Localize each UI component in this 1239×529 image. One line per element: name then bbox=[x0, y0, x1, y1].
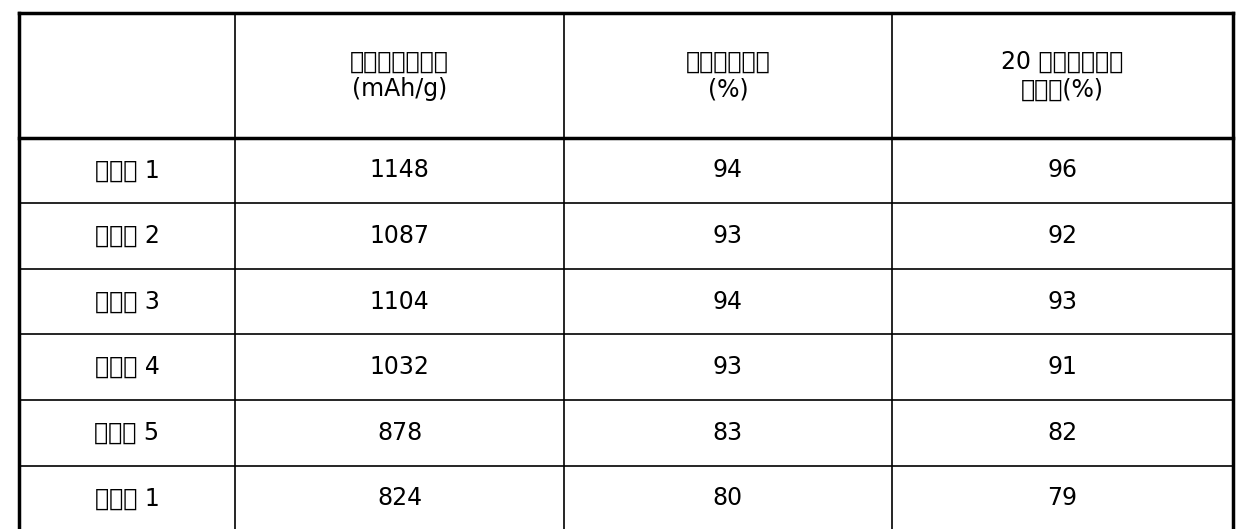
Text: 20 次循环后容量
保持率(%): 20 次循环后容量 保持率(%) bbox=[1001, 50, 1124, 101]
Text: 实施例 5: 实施例 5 bbox=[94, 421, 160, 445]
Text: 93: 93 bbox=[712, 355, 743, 379]
Text: 1104: 1104 bbox=[369, 289, 430, 314]
Text: 94: 94 bbox=[712, 158, 743, 183]
Text: 82: 82 bbox=[1047, 421, 1078, 445]
Text: 93: 93 bbox=[1047, 289, 1078, 314]
Text: 首次库伦效率
(%): 首次库伦效率 (%) bbox=[685, 50, 771, 101]
Text: 94: 94 bbox=[712, 289, 743, 314]
Text: 实施例 2: 实施例 2 bbox=[94, 224, 160, 248]
Text: 83: 83 bbox=[712, 421, 743, 445]
Text: 实施例 3: 实施例 3 bbox=[94, 289, 160, 314]
Text: 93: 93 bbox=[712, 224, 743, 248]
Text: 79: 79 bbox=[1047, 486, 1078, 510]
Text: 对比例 1: 对比例 1 bbox=[94, 486, 160, 510]
Text: 1032: 1032 bbox=[369, 355, 430, 379]
Text: 80: 80 bbox=[712, 486, 743, 510]
Text: 91: 91 bbox=[1047, 355, 1078, 379]
Text: 1087: 1087 bbox=[369, 224, 430, 248]
Text: 实施例 1: 实施例 1 bbox=[94, 158, 160, 183]
Text: 92: 92 bbox=[1047, 224, 1078, 248]
Text: 实施例 4: 实施例 4 bbox=[94, 355, 160, 379]
Text: 1148: 1148 bbox=[369, 158, 430, 183]
Text: 878: 878 bbox=[377, 421, 422, 445]
Text: 首次放电比容量
(mAh/g): 首次放电比容量 (mAh/g) bbox=[351, 50, 449, 101]
Text: 824: 824 bbox=[377, 486, 422, 510]
Text: 96: 96 bbox=[1047, 158, 1078, 183]
